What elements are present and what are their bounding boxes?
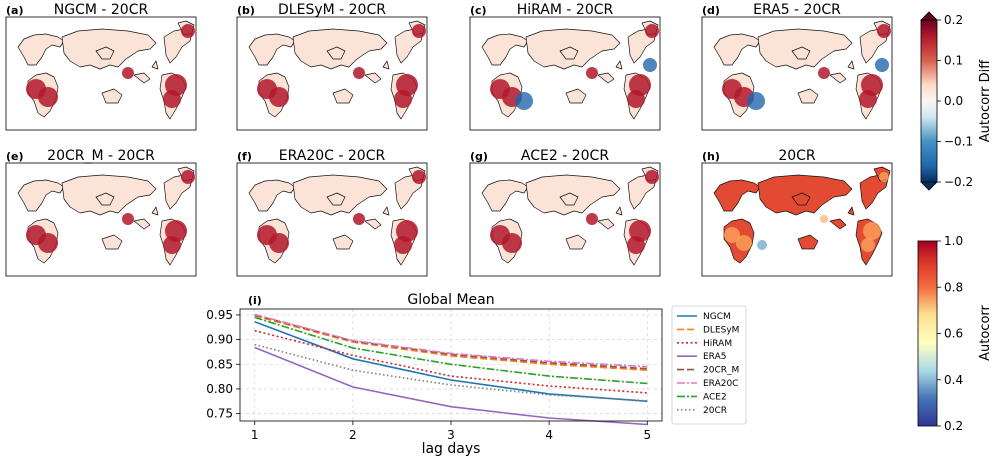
map-panel-title: 20CR (778, 148, 816, 164)
map-panel-title: HiRAM - 20CR (517, 2, 614, 18)
colorbar-tick-label: 0.4 (944, 373, 963, 387)
map-panel-title: ACE2 - 20CR (521, 148, 609, 164)
legend-entry: 20CR (703, 406, 727, 416)
y-tick-label: 0.85 (206, 357, 233, 371)
series-line-dlesym (254, 315, 648, 371)
map-panel-b: (b) DLESyM - 20CR (236, 2, 428, 131)
map-panel-title: ERA5 - 20CR (753, 2, 841, 18)
chart-panel-label: (i) (248, 294, 262, 307)
series-line-era5 (254, 346, 648, 426)
y-tick-label: 0.95 (206, 308, 233, 322)
x-tick-label: 3 (447, 428, 455, 442)
chart-x-label: lag days (422, 441, 481, 457)
x-tick-label: 4 (545, 428, 553, 442)
map-panel-label: (d) (702, 4, 720, 17)
colorbar-abs-label: Autocorr (978, 304, 993, 360)
map-panel-label: (e) (6, 150, 24, 163)
colorbar-abs: 1.0 0.8 0.6 0.4 0.2 Autocorr (917, 234, 993, 433)
y-tick-label: 0.90 (206, 333, 233, 347)
colorbar-tick-label: 0.2 (944, 419, 963, 433)
line-chart-global-mean: (i) Global Mean lag days 1 2 3 4 5 0.95 0.90 0.… (206, 292, 747, 457)
map-panel-d: (d) ERA5 - 20CR (701, 2, 893, 131)
map-panel-label: (a) (6, 4, 23, 17)
map-panel-label: (b) (237, 4, 255, 17)
y-tick-label: 0.75 (206, 407, 233, 421)
map-panel-e: (e) 20CR_M - 20CR (5, 148, 197, 277)
legend-entry: NGCM (703, 312, 731, 322)
map-panel-title: 20CR_M - 20CR (47, 148, 155, 164)
map-panel-label: (g) (470, 150, 488, 163)
map-panel-f: (f) ERA20C - 20CR (236, 148, 428, 277)
colorbar-tick-label: −0.1 (944, 135, 973, 149)
colorbar-tick-label: 0.0 (944, 94, 963, 108)
legend-entry: ERA20C (703, 379, 738, 389)
series-line-ace2 (254, 316, 648, 385)
map-panel-label: (f) (237, 150, 252, 163)
legend-entry: HiRAM (703, 339, 732, 349)
legend-entry: ERA5 (703, 352, 726, 362)
series-line-20cr (254, 343, 648, 402)
colorbar-tick-label: 0.8 (944, 280, 963, 294)
map-panel-c: (c) HiRAM - 20CR (469, 2, 661, 131)
map-panel-label: (h) (702, 150, 720, 163)
chart-legend: NGCM DLESyM HiRAM ERA5 20CR_M ERA20C ACE2 20CR (671, 305, 747, 425)
x-tick-label: 5 (643, 428, 651, 442)
colorbar-tick-label: 1.0 (944, 234, 963, 248)
colorbar-tick-label: 0.1 (944, 54, 963, 68)
x-tick-label: 2 (349, 428, 357, 442)
x-tick-label: 1 (251, 428, 259, 442)
map-panel-title: ERA20C - 20CR (279, 148, 386, 164)
colorbar-diff-label: Autocorr Diff (978, 59, 993, 142)
map-panel-label: (c) (470, 4, 487, 17)
legend-entry: 20CR_M (703, 366, 739, 376)
map-panel-g: (g) ACE2 - 20CR (469, 148, 661, 277)
series-line-20cr-m (254, 314, 648, 370)
colorbar-tick-label: 0.2 (944, 13, 963, 27)
colorbar-tick-label: 0.6 (944, 327, 963, 341)
colorbar-diff: 0.2 0.1 0.0 −0.1 −0.2 Autocorr Diff (920, 11, 993, 191)
legend-entry: DLESyM (703, 325, 739, 335)
series-line-hiram (254, 329, 648, 394)
chart-title: Global Mean (407, 292, 494, 308)
legend-entry: ACE2 (703, 392, 727, 402)
map-panel-title: NGCM - 20CR (54, 2, 149, 18)
series-line-era20c (254, 313, 648, 368)
y-tick-label: 0.80 (206, 382, 233, 396)
map-panel-a: (a) NGCM - 20CR (5, 2, 197, 131)
colorbar-tick-label: −0.2 (944, 175, 973, 189)
map-panel-title: DLESyM - 20CR (278, 2, 386, 18)
map-panel-h: (h) 20CR (701, 148, 893, 277)
